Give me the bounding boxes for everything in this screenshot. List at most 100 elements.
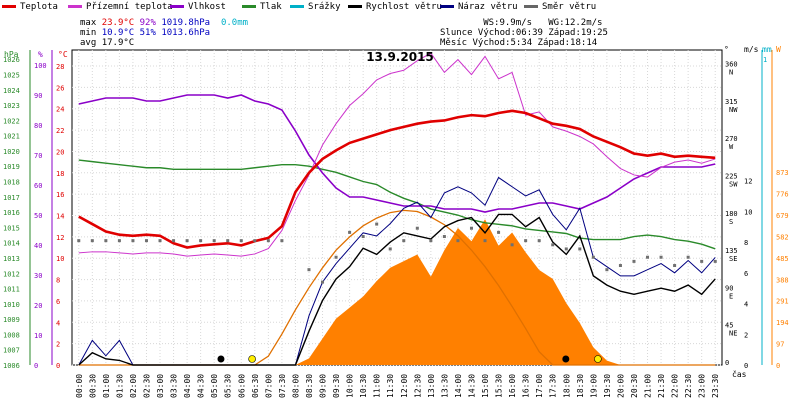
x-tick-label: 06:00 — [237, 374, 246, 398]
solar-tick-label: 776 — [776, 191, 789, 199]
legend-label-naraz: Náraz větru — [458, 2, 518, 12]
x-tick-label: 23:00 — [698, 374, 707, 398]
dir-tick-label: 90 — [725, 284, 733, 292]
stats-min-temp: 10.9°C — [101, 28, 135, 38]
legend-swatch-srazky — [290, 5, 304, 8]
x-tick-label: 08:30 — [305, 374, 314, 398]
temp-axis-label: °C — [58, 50, 68, 59]
wind-direction-point — [334, 255, 338, 259]
press-tick-label: 1023 — [3, 102, 20, 110]
wind-direction-point — [226, 239, 230, 243]
wind-direction-point — [131, 239, 135, 243]
wind-direction-point — [212, 239, 216, 243]
stats-avg-temp: 17.9°C — [101, 38, 135, 48]
wind-direction-point — [564, 247, 568, 251]
x-tick-label: 21:00 — [644, 374, 653, 398]
temp-tick-label: 0 — [56, 362, 60, 370]
solar-radiation-area — [78, 219, 716, 365]
hum-tick-label: 60 — [34, 182, 42, 190]
hum-tick-label: 70 — [34, 152, 42, 160]
legend-swatch-teplota — [2, 5, 16, 8]
ground-temperature-line — [78, 52, 716, 257]
dir-tick-label: W — [729, 143, 734, 151]
stats-rain: 0.0mm — [220, 18, 249, 28]
x-axis-label: čas — [732, 369, 747, 379]
x-tick-label: 02:30 — [142, 374, 151, 398]
wind-direction-point — [348, 230, 352, 234]
x-tick-label: 10:00 — [346, 374, 355, 398]
hum-tick-label: 40 — [34, 242, 42, 250]
x-tick-label: 15:30 — [495, 374, 504, 398]
wind-direction-point — [144, 239, 148, 243]
dir-tick-label: 270 — [725, 135, 738, 143]
hum-tick-label: 10 — [34, 332, 42, 340]
x-tick-label: 14:30 — [467, 374, 476, 398]
hum-tick-label: 30 — [34, 272, 42, 280]
press-tick-label: 1024 — [3, 87, 20, 95]
x-tick-label: 10:30 — [359, 374, 368, 398]
legend-swatch-tlak — [242, 5, 256, 8]
solar-tick-label: 388 — [776, 276, 789, 284]
temp-tick-label: 4 — [56, 319, 60, 327]
press-tick-label: 1007 — [3, 347, 20, 355]
wind-direction-point — [510, 243, 514, 247]
stats-block: max 23.9°C 92% 1019.8hPa 0.0mm min 10.9°… — [80, 18, 248, 48]
x-tick-label: 16:30 — [522, 374, 531, 398]
x-tick-label: 04:00 — [183, 374, 192, 398]
wind-direction-point — [524, 239, 528, 243]
x-tick-label: 22:30 — [684, 374, 693, 398]
dir-tick-label: 225 — [725, 172, 738, 180]
legend-label-tlak: Tlak — [260, 2, 282, 12]
press-tick-label: 1006 — [3, 362, 20, 370]
sun-row: Slunce Východ:06:39 Západ:19:25 — [440, 28, 608, 38]
x-tick-label: 02:00 — [129, 374, 138, 398]
sun-moon-block: WS:9.9m/s WG:12.2m/s Slunce Východ:06:39… — [440, 18, 608, 48]
legend-item-smer-vetru: Směr větru — [524, 2, 596, 12]
humidity-line — [78, 94, 716, 213]
wind-direction-point — [280, 239, 284, 243]
press-tick-label: 1018 — [3, 179, 20, 187]
wind-direction-point — [90, 239, 94, 243]
wind-direction-point — [646, 255, 650, 259]
dir-tick-label: 45 — [725, 322, 733, 330]
dir-tick-label: N — [729, 69, 733, 77]
stats-moonset: Západ:18:14 — [537, 38, 598, 48]
stats-min-label: min — [80, 28, 97, 38]
wind-direction-point — [591, 255, 595, 259]
stats-sunset: Západ:19:25 — [548, 28, 608, 38]
wind-direction-point — [632, 259, 636, 263]
temp-tick-label: 14 — [56, 213, 64, 221]
solar-tick-label: 873 — [776, 169, 789, 177]
x-tick-label: 07:30 — [278, 374, 287, 398]
x-tick-label: 15:00 — [481, 374, 490, 398]
wind-direction-point — [253, 239, 257, 243]
press-tick-label: 1009 — [3, 316, 20, 324]
wind-direction-point — [185, 239, 189, 243]
stats-moonrise: Měsíc Východ:5:34 — [440, 38, 533, 48]
hum-tick-label: 90 — [34, 92, 42, 100]
x-tick-label: 20:30 — [630, 374, 639, 398]
x-tick-label: 18:30 — [576, 374, 585, 398]
dir-tick-label: SE — [729, 255, 737, 263]
wind-direction-point — [605, 268, 609, 272]
dir-tick-label: 180 — [725, 210, 738, 218]
x-tick-label: 17:00 — [535, 374, 544, 398]
x-tick-label: 11:00 — [373, 374, 382, 398]
press-tick-label: 1015 — [3, 224, 20, 232]
press-tick-label: 1017 — [3, 194, 20, 202]
dir-tick-label: E — [729, 292, 733, 300]
legend-label-teplota: Teplota — [20, 2, 58, 12]
stats-wg: WG:12.2m/s — [548, 18, 603, 28]
wind-tick-label: 4 — [744, 301, 748, 309]
x-tick-label: 13:00 — [427, 374, 436, 398]
press-tick-label: 1020 — [3, 148, 20, 156]
wind-direction-point — [117, 239, 121, 243]
stats-ws: WS:9.9m/s — [483, 18, 532, 28]
press-tick-label: 1014 — [3, 240, 20, 248]
temp-tick-label: 18 — [56, 170, 64, 178]
dir-tick-label: SW — [729, 180, 738, 188]
x-tick-label: 19:00 — [589, 374, 598, 398]
wind-direction-point — [266, 239, 270, 243]
wind-tick-label: 2 — [744, 331, 748, 339]
dir-tick-label: NE — [729, 330, 737, 338]
